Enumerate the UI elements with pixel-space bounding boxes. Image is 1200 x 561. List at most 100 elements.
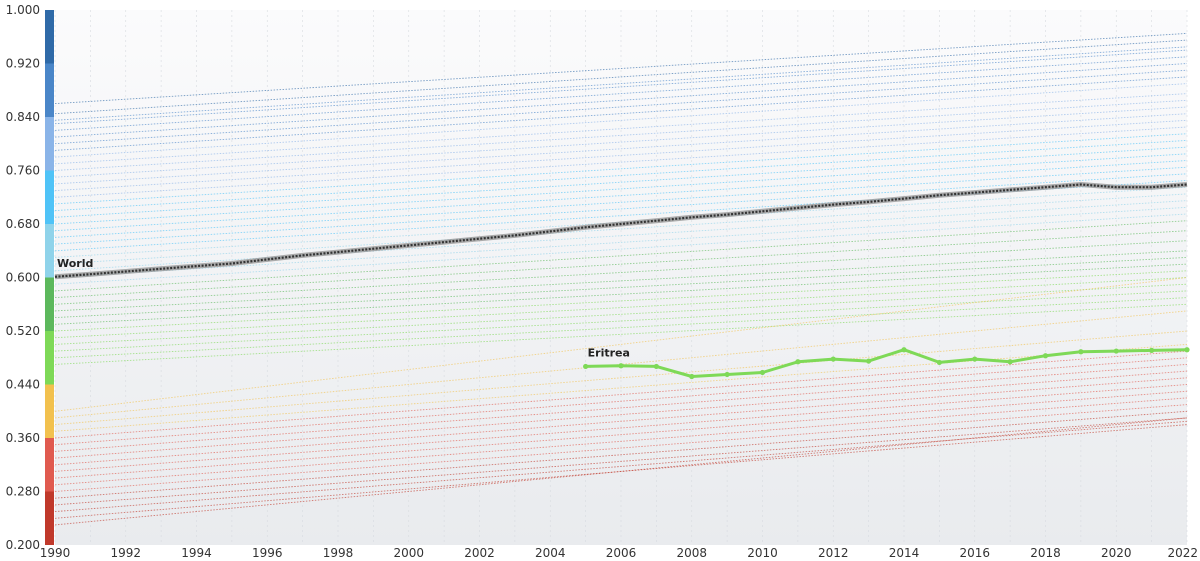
background-series-line xyxy=(54,370,1188,459)
background-series-line xyxy=(54,166,1188,238)
background-series-line xyxy=(54,49,1188,125)
y-axis: 0.200 0.280 0.360 0.440 0.520 0.600 0.680 0.760… xyxy=(6,3,40,552)
world-series-line xyxy=(54,183,1188,278)
background-series-line xyxy=(54,350,1188,439)
background-series-line xyxy=(54,119,1188,192)
background-series-line xyxy=(54,39,1188,115)
background-series-line xyxy=(54,417,1188,506)
x-tick-label: 2012 xyxy=(818,546,849,560)
eritrea-data-point xyxy=(1184,347,1190,353)
x-tick-label: 2004 xyxy=(535,546,566,560)
background-series-line xyxy=(54,46,1188,121)
y-tick-label: 0.760 xyxy=(6,164,40,178)
background-series-line xyxy=(54,220,1188,292)
background-series-line xyxy=(54,160,1188,232)
y-tick-label: 0.600 xyxy=(6,271,40,285)
color-scale-segment xyxy=(45,277,54,331)
eritrea-data-point xyxy=(936,359,942,366)
background-series-line xyxy=(54,113,1188,185)
highlighted-series-group: World Eritrea xyxy=(54,182,1190,380)
background-series-line xyxy=(54,363,1188,452)
eritrea-data-point xyxy=(583,363,589,370)
y-tick-label: 0.840 xyxy=(6,110,40,124)
color-scale-segment xyxy=(45,63,54,117)
background-series-line xyxy=(54,404,1188,492)
eritrea-data-point xyxy=(795,359,801,365)
world-series-label: World xyxy=(57,257,93,270)
color-scale-segment xyxy=(45,331,54,385)
x-tick-label: 1994 xyxy=(181,546,212,560)
eritrea-data-point xyxy=(618,363,624,369)
background-series-line xyxy=(54,63,1188,138)
background-series-line xyxy=(54,69,1188,145)
y-tick-label: 0.920 xyxy=(6,57,40,71)
background-series-line xyxy=(54,277,1188,412)
background-series-line xyxy=(54,153,1188,225)
eritrea-data-point xyxy=(1007,359,1013,365)
x-tick-label: 2006 xyxy=(606,546,637,560)
eritrea-data-point xyxy=(1042,353,1049,359)
eritrea-data-point xyxy=(1149,347,1155,353)
eritrea-data-point xyxy=(1078,349,1084,355)
eritrea-data-point xyxy=(759,369,766,376)
x-tick-label: 2010 xyxy=(747,546,778,560)
eritrea-data-point xyxy=(653,363,659,370)
background-series-line xyxy=(54,417,1188,526)
eritrea-data-point xyxy=(830,356,836,362)
eritrea-data-point xyxy=(866,358,872,364)
background-series-line xyxy=(54,32,1188,105)
y-tick-label: 0.680 xyxy=(6,217,40,231)
color-scale-segment xyxy=(45,491,54,545)
x-tick-label: 2016 xyxy=(959,546,990,560)
background-series-line xyxy=(54,410,1188,499)
eritrea-data-point xyxy=(1113,348,1119,354)
background-series-line xyxy=(54,173,1188,245)
y-tick-label: 0.440 xyxy=(6,378,40,392)
background-series-line xyxy=(54,200,1188,272)
x-tick-label: 1990 xyxy=(40,546,71,560)
background-series-line xyxy=(54,83,1188,158)
background-series-line xyxy=(54,139,1188,212)
background-series-line xyxy=(54,213,1188,285)
background-series-line xyxy=(54,390,1188,479)
color-scale-segment xyxy=(45,224,54,278)
background-series-line xyxy=(54,377,1188,466)
background-series-line xyxy=(54,106,1188,178)
background-series-line xyxy=(54,397,1188,486)
background-series-group xyxy=(54,32,1188,526)
background-series-line xyxy=(54,133,1188,205)
x-tick-label: 2018 xyxy=(1030,546,1061,560)
background-series-line xyxy=(54,193,1188,265)
background-series-line xyxy=(54,126,1188,198)
x-tick-label: 2008 xyxy=(676,546,707,560)
background-series-line xyxy=(54,343,1188,432)
eritrea-data-point xyxy=(901,347,907,353)
background-series-line xyxy=(54,420,1188,513)
eritrea-series-label: Eritrea xyxy=(588,346,630,359)
y-tick-label: 0.520 xyxy=(6,324,40,338)
background-series-line xyxy=(54,99,1188,171)
color-scale-segment xyxy=(45,438,54,492)
x-axis: 1990 1992 1994 1996 1998 2000 2002 2004 2006 2008… xyxy=(40,546,1198,560)
x-tick-label: 2014 xyxy=(889,546,920,560)
color-scale-segment xyxy=(45,170,54,224)
background-series-line xyxy=(54,424,1188,519)
background-series-line xyxy=(54,330,1188,426)
eritrea-series-line xyxy=(585,348,1188,378)
background-series-line xyxy=(54,384,1188,472)
x-tick-label: 1992 xyxy=(110,546,141,560)
color-scale-bar xyxy=(45,10,54,545)
y-tick-label: 1.000 xyxy=(6,3,40,17)
background-series-line xyxy=(54,206,1188,278)
background-series-line xyxy=(54,310,1188,419)
x-tick-label: 2022 xyxy=(1167,546,1198,560)
y-tick-label: 0.200 xyxy=(6,538,40,552)
color-scale-segment xyxy=(45,384,54,438)
x-tick-label: 2002 xyxy=(464,546,495,560)
eritrea-data-point xyxy=(689,373,695,380)
eritrea-data-point xyxy=(972,356,978,362)
color-scale-segment xyxy=(45,117,54,171)
x-tick-label: 1996 xyxy=(252,546,283,560)
